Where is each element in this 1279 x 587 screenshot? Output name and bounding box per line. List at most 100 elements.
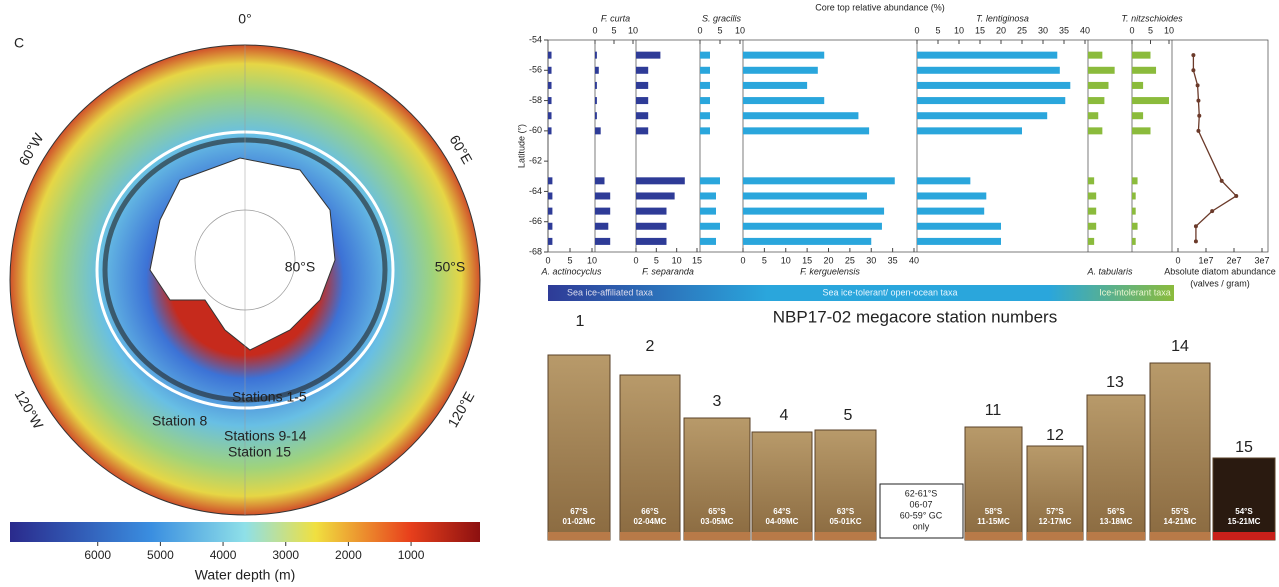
bar	[1088, 66, 1115, 74]
y-tick-label: -68	[529, 246, 542, 256]
core-label: 57°S	[1046, 507, 1064, 516]
x-tick-label: 0	[1129, 25, 1134, 35]
core-base	[1027, 532, 1083, 540]
y-tick-label: -62	[529, 156, 542, 166]
x-tick-label: 30	[866, 255, 876, 265]
abundance-point	[1193, 239, 1198, 244]
core-label: 15-21MC	[1228, 517, 1261, 526]
bar	[917, 207, 985, 215]
x-tick-label: 20	[823, 255, 833, 265]
core-label: 02-04MC	[634, 517, 667, 526]
bar	[1088, 81, 1109, 89]
bar	[548, 66, 552, 74]
lat-label: 80°S	[285, 259, 316, 275]
bar	[548, 222, 553, 230]
core-label: 14-21MC	[1164, 517, 1197, 526]
bar	[700, 127, 710, 135]
y-axis-label: Latitude (°)	[516, 124, 526, 168]
y-tick-label: -66	[529, 216, 542, 226]
y-tick-label: -56	[529, 65, 542, 75]
series-name: A. actinocyclus	[540, 266, 602, 276]
x-tick-label: 35	[1059, 25, 1069, 35]
y-tick-label: -58	[529, 95, 542, 105]
bar	[548, 81, 552, 89]
bar	[636, 97, 649, 105]
bar	[700, 237, 716, 245]
core-photo	[683, 417, 751, 541]
bar	[700, 66, 710, 74]
core-photo	[1149, 362, 1211, 541]
bar	[700, 81, 710, 89]
x-tick-label: 0	[633, 255, 638, 265]
x-tick-label: 5	[611, 25, 616, 35]
lon-label: 0°	[238, 11, 251, 27]
bar	[636, 51, 661, 59]
core-number: 5	[844, 407, 853, 424]
core-base	[684, 532, 750, 540]
core-base	[1150, 532, 1210, 540]
abundance-point	[1191, 68, 1196, 73]
bar	[595, 81, 597, 89]
bar	[636, 112, 649, 120]
x-tick-label: 5	[567, 255, 572, 265]
taxa-label: Ice-intolerant taxa	[1099, 287, 1171, 297]
bar	[636, 222, 667, 230]
series-name: F. separanda	[642, 266, 694, 276]
bar	[700, 51, 710, 59]
core-base	[965, 532, 1022, 540]
x-tick-label: 10	[587, 255, 597, 265]
x-tick-label: 5	[1148, 25, 1153, 35]
core-number: 3	[713, 393, 722, 410]
bar	[595, 112, 597, 120]
core-label: 13-18MC	[1100, 517, 1133, 526]
core-photo	[547, 354, 611, 541]
x-tick-label: 0	[740, 255, 745, 265]
x-tick-label: 10	[672, 255, 682, 265]
taxa-label: Sea ice-tolerant/ open-ocean taxa	[822, 287, 957, 297]
x-tick-label: 30	[1038, 25, 1048, 35]
bar	[595, 207, 611, 215]
bar	[1132, 81, 1144, 89]
x-tick-label: 0	[545, 255, 550, 265]
core-photo	[751, 431, 813, 541]
colorbar-tick-label: 4000	[210, 548, 237, 562]
bar	[743, 192, 867, 200]
bar	[917, 66, 1060, 74]
core-number: 2	[646, 338, 655, 355]
bar	[548, 192, 553, 200]
bar	[917, 222, 1001, 230]
core-label: 05-01KC	[829, 517, 861, 526]
gap-text: 60-59° GC	[900, 510, 943, 520]
abundance-point	[1210, 209, 1215, 214]
bar	[636, 66, 649, 74]
x-tick-label: 2e7	[1226, 255, 1241, 265]
station-label: Stations 1-5	[232, 389, 307, 405]
core-photo	[1086, 394, 1146, 541]
core-label: 58°S	[985, 507, 1003, 516]
bar	[595, 51, 597, 59]
bar	[700, 207, 716, 215]
bar	[548, 112, 552, 120]
series-name: F. curta	[601, 13, 630, 23]
bar	[595, 222, 609, 230]
lon-label: 60°E	[447, 132, 476, 166]
x-tick-label: 10	[781, 255, 791, 265]
core-label: 66°S	[641, 507, 659, 516]
core-base	[1213, 532, 1275, 540]
bar	[743, 97, 825, 105]
bar	[743, 112, 859, 120]
x-tick-label: 10	[735, 25, 745, 35]
bar	[1132, 207, 1136, 215]
abundance-point	[1196, 128, 1201, 133]
x-tick-label: 0	[1175, 255, 1180, 265]
bar	[636, 237, 667, 245]
core-photo	[814, 429, 877, 541]
taxa-label: Sea ice-affiliated taxa	[567, 287, 653, 297]
lat-label: 50°S	[435, 259, 466, 275]
bar	[1132, 127, 1151, 135]
x-tick-label: 10	[954, 25, 964, 35]
bar	[917, 81, 1071, 89]
series-name: T. lentiginosa	[976, 13, 1029, 23]
core-number: 13	[1106, 374, 1124, 391]
bar	[595, 192, 611, 200]
